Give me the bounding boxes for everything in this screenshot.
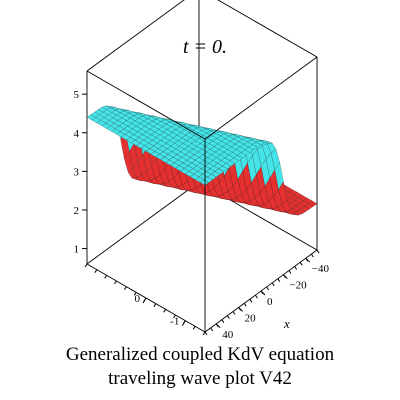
- box-edge-front-2: [204, 56, 318, 140]
- x-minor-tick: [316, 249, 320, 254]
- x-minor-tick: [277, 278, 281, 282]
- surface-cell: [199, 179, 210, 186]
- z-tick-label: 5: [74, 89, 80, 101]
- x-tick-label: −40: [312, 263, 330, 275]
- wave-surface: [86, 105, 318, 216]
- x-minor-tick: [294, 266, 298, 270]
- x-axis-label: x: [283, 316, 290, 331]
- y-minor-tick: [202, 331, 206, 336]
- x-minor-tick: [210, 327, 214, 332]
- x-minor-tick: [226, 315, 230, 319]
- x-minor-tick: [260, 290, 264, 295]
- y-minor-tick: [153, 303, 157, 307]
- y-minor-tick: [133, 292, 137, 296]
- x-minor-tick: [271, 282, 275, 287]
- x-minor-tick: [249, 298, 253, 303]
- x-minor-tick: [282, 274, 286, 278]
- y-minor-tick: [104, 275, 108, 279]
- x-tick-label: 40: [222, 329, 234, 341]
- z-tick-label: 3: [74, 166, 80, 178]
- caption-line-1: Generalized coupled KdV equation: [65, 344, 335, 365]
- x-minor-tick: [266, 286, 270, 291]
- y-minor-tick: [143, 297, 147, 302]
- x-minor-tick: [204, 331, 208, 336]
- x-tick-label: −20: [289, 280, 307, 292]
- box-edge-front-5: [86, 0, 185, 72]
- chart-title: t = 0.: [183, 36, 227, 58]
- y-minor-tick: [114, 280, 117, 285]
- axis-ticks: 1 2 3 4 5 -1 0 −40 −20 0 20 40: [74, 89, 330, 341]
- x-tick-label: 20: [245, 312, 257, 324]
- z-tick-label: 4: [74, 128, 80, 140]
- x-minor-tick: [243, 303, 247, 307]
- box-edge-back-0: [86, 181, 200, 265]
- y-minor-tick: [94, 269, 98, 273]
- box-edge-front-4: [217, 0, 318, 58]
- z-tick-label: 2: [74, 205, 80, 217]
- y-minor-tick: [182, 320, 186, 324]
- x-minor-tick: [238, 307, 242, 311]
- y-minor-tick: [123, 286, 127, 290]
- x-tick-label: 0: [267, 296, 273, 308]
- y-tick-label: 0: [135, 293, 141, 305]
- y-tick-label: -1: [170, 316, 179, 328]
- y-minor-tick: [84, 263, 88, 268]
- x-minor-tick: [299, 262, 303, 266]
- x-minor-tick: [288, 270, 292, 274]
- y-minor-tick: [192, 326, 196, 330]
- x-minor-tick: [221, 319, 225, 323]
- x-minor-tick: [215, 323, 219, 328]
- x-minor-tick: [305, 257, 309, 262]
- box-edge-front-3: [86, 70, 206, 140]
- caption-line-2: traveling wave plot V42: [108, 368, 292, 389]
- x-minor-tick: [310, 253, 314, 258]
- y-minor-tick: [173, 314, 176, 319]
- x-minor-tick: [232, 311, 236, 315]
- y-minor-tick: [163, 309, 167, 313]
- x-minor-tick: [254, 294, 258, 299]
- z-tick-label: 1: [74, 244, 80, 256]
